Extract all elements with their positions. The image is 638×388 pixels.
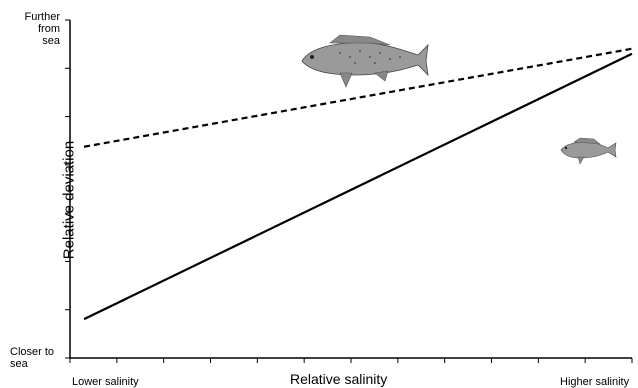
large-fish-icon — [301, 34, 429, 88]
x-tick-right: Higher salinity — [560, 376, 630, 388]
series-line-dashed — [83, 47, 633, 148]
y-axis-label: Relative deviation — [60, 140, 78, 260]
x-axis-label: Relative salinity — [290, 371, 388, 387]
x-tick-left: Lower salinity — [72, 376, 139, 388]
y-tick-bottom: Closer to sea — [10, 346, 55, 370]
series-group — [83, 47, 633, 321]
axis-ticks — [65, 19, 633, 363]
small-fish-icon — [560, 137, 617, 165]
series-line-solid — [83, 52, 633, 321]
y-tick-top: Further from sea — [24, 11, 60, 47]
